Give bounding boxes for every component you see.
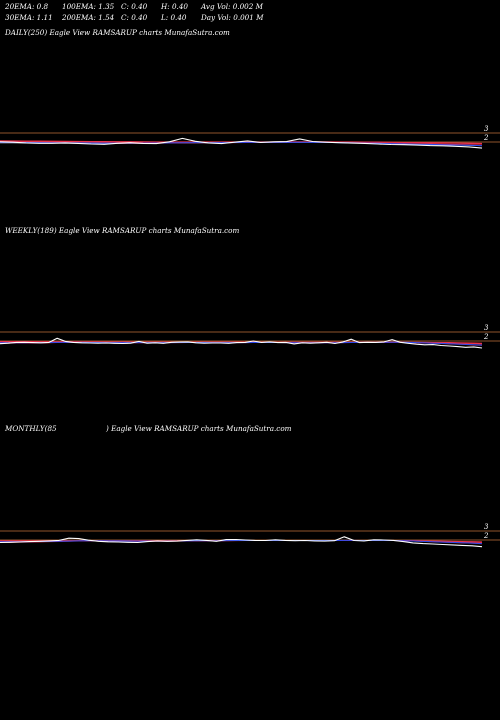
panel-0: 32	[0, 125, 500, 149]
y-tick-label-3: 3	[484, 523, 489, 531]
price-line	[0, 337, 483, 349]
stat-200ema: 200EMA: 1.54	[62, 13, 115, 22]
y-tick-label-3: 3	[484, 324, 489, 332]
stat-avg-vol: Avg Vol: 0.002 M	[201, 2, 263, 11]
stat-low: L: 0.40	[161, 13, 187, 22]
panel-1: 32	[0, 324, 500, 349]
ema-blue-line	[0, 141, 483, 147]
stat-close-2: C: 0.40	[121, 13, 148, 22]
panel-label-daily: DAILY(250) Eagle View RAMSARUP charts Mu…	[5, 28, 230, 37]
y-tick-label-2: 2	[483, 333, 489, 341]
stat-high: H: 0.40	[161, 2, 188, 11]
panel-2: 32	[0, 523, 500, 548]
panel-label-monthly: MONTHLY(85	[5, 424, 57, 433]
y-tick-label-3: 3	[484, 125, 489, 133]
stat-day-vol: Day Vol: 0.001 M	[201, 13, 264, 22]
price-line	[0, 137, 483, 149]
panel-label-weekly: WEEKLY(189) Eagle View RAMSARUP charts M…	[5, 226, 240, 235]
stat-30ema: 30EMA: 1.11	[5, 13, 53, 22]
stat-close-1: C: 0.40	[121, 2, 148, 11]
ema-blue-line	[0, 539, 483, 545]
price-line	[0, 536, 483, 548]
y-tick-label-2: 2	[483, 134, 489, 142]
stat-20ema: 20EMA: 0.8	[5, 2, 49, 11]
stat-100ema: 100EMA: 1.35	[62, 2, 115, 11]
panel-label-monthly-suffix: ) Eagle View RAMSARUP charts MunafaSutra…	[106, 424, 292, 433]
y-tick-label-2: 2	[483, 532, 489, 540]
